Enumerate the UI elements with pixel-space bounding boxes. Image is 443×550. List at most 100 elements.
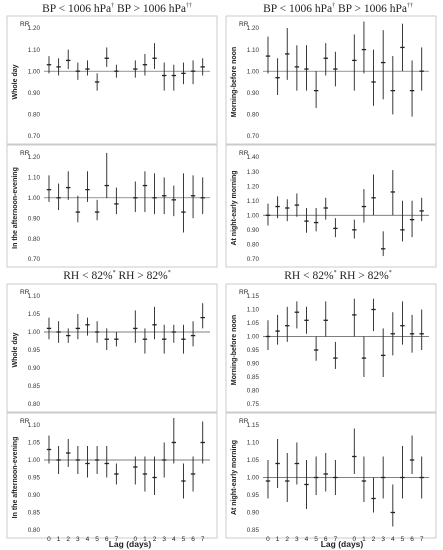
x-tick-label: 6 — [324, 536, 328, 543]
header-rh-right-high-sym: * — [388, 270, 392, 277]
y-tick-label: 0.85 — [28, 383, 41, 390]
y-tick-label: 0.95 — [28, 475, 41, 482]
y-tick-label: 1.05 — [247, 320, 260, 327]
x-tick-label: 3 — [295, 536, 299, 543]
rr-label: RR — [239, 21, 249, 28]
x-tick-label: 7 — [201, 536, 205, 543]
y-axis-label: In the afternoon-evening — [12, 167, 19, 249]
y-tick-label: 0.85 — [28, 510, 41, 517]
y-tick-label: 1.00 — [28, 457, 41, 464]
y-tick-label: 1.00 — [247, 212, 260, 219]
y-tick-label: 0.90 — [247, 227, 260, 234]
x-tick-label: 0 — [133, 536, 137, 543]
x-tick-label: 3 — [381, 536, 385, 543]
x-tick-label: 0 — [352, 536, 356, 543]
y-axis-label: Whole day — [12, 332, 19, 367]
header-bp-left-low: BP < 1006 hPa — [42, 3, 112, 15]
header-rh-left-low-sym: * — [112, 270, 116, 277]
y-tick-label: 1.15 — [247, 422, 260, 429]
y-tick-label: 1.20 — [28, 25, 41, 32]
y-tick-label: 1.10 — [28, 293, 41, 300]
header-rh-left-high-sym: * — [167, 270, 171, 277]
y-axis-label: At night-early morning — [231, 440, 238, 515]
header-rh-right: RH < 82%* RH > 82%* — [238, 270, 438, 282]
x-tick-label: 7 — [334, 536, 338, 543]
x-tick-label: 0 — [47, 536, 51, 543]
header-rh-left-low: RH < 82% — [63, 270, 113, 282]
y-tick-label: 0.75 — [247, 401, 260, 408]
y-tick-label: 1.10 — [247, 307, 260, 314]
x-tick-label: 5 — [401, 536, 405, 543]
panel-frame — [225, 283, 437, 413]
x-tick-label: 5 — [95, 536, 99, 543]
y-tick-label: 1.00 — [28, 195, 41, 202]
y-tick-label: 1.05 — [28, 440, 41, 447]
panel-frame — [6, 412, 218, 539]
header-rh-left: RH < 82%* RH > 82%* — [22, 270, 212, 282]
y-axis-label: Whole day — [12, 64, 19, 99]
x-tick-label: 7 — [115, 536, 119, 543]
y-tick-label: 0.90 — [28, 365, 41, 372]
y-tick-label: 1.10 — [28, 47, 41, 54]
y-tick-label: 1.20 — [28, 154, 41, 161]
y-axis-label: Morning-before noon — [231, 47, 238, 117]
x-tick-label: 5 — [182, 536, 186, 543]
x-axis-label-left: Lag (days) — [108, 539, 152, 549]
x-tick-label: 3 — [76, 536, 80, 543]
x-tick-label: 0 — [266, 536, 270, 543]
y-tick-label: 1.20 — [247, 25, 260, 32]
y-tick-label: 0.80 — [28, 401, 41, 408]
y-tick-label: 0.90 — [28, 215, 41, 222]
y-tick-label: 1.00 — [28, 329, 41, 336]
rr-label: RR — [239, 150, 249, 157]
y-tick-label: 1.20 — [247, 183, 260, 190]
rr-label: RR — [239, 289, 249, 296]
y-tick-label: 0.85 — [247, 527, 260, 534]
y-tick-label: 1.10 — [28, 175, 41, 182]
header-rh-right-low-sym: * — [333, 270, 337, 277]
header-bp-right: BP < 1006 hPa† BP > 1006 hPa†† — [238, 3, 438, 15]
y-tick-label: 1.00 — [247, 334, 260, 341]
x-tick-label: 4 — [86, 536, 90, 543]
header-bp-right-high-sym: †† — [406, 3, 413, 10]
rr-label: RR — [239, 418, 249, 425]
y-tick-label: 0.80 — [247, 112, 260, 119]
x-tick-label: 1 — [362, 536, 366, 543]
y-axis-label: At night-early morning — [231, 170, 238, 245]
y-tick-label: 0.70 — [28, 133, 41, 140]
y-tick-label: 0.80 — [247, 242, 260, 249]
y-tick-label: 0.95 — [247, 492, 260, 499]
y-tick-label: 0.80 — [28, 236, 41, 243]
y-tick-label: 0.95 — [247, 347, 260, 354]
y-tick-label: 0.90 — [28, 90, 41, 97]
y-tick-label: 0.70 — [28, 256, 41, 263]
header-bp-right-low: BP < 1006 hPa — [263, 3, 333, 15]
x-axis-label-right: Lag (days) — [320, 539, 364, 549]
x-tick-label: 2 — [372, 536, 376, 543]
y-tick-label: 0.90 — [247, 361, 260, 368]
header-bp-left-high-sym: †† — [185, 3, 192, 10]
panel-frame — [6, 144, 218, 268]
header-bp-right-high: BP > 1006 hPa — [337, 3, 407, 15]
y-tick-label: 1.10 — [247, 440, 260, 447]
x-tick-label: 4 — [172, 536, 176, 543]
rr-label: RR — [20, 289, 30, 296]
rr-label: RR — [20, 150, 30, 157]
y-tick-label: 1.10 — [28, 422, 41, 429]
rr-label: RR — [20, 418, 30, 425]
y-tick-label: 0.90 — [28, 492, 41, 499]
header-rh-right-high: RH > 82% — [339, 270, 389, 282]
y-tick-label: 1.30 — [247, 169, 260, 176]
x-tick-label: 6 — [191, 536, 195, 543]
panel-frame — [225, 15, 437, 145]
panel-frame — [225, 412, 437, 539]
y-tick-label: 0.90 — [247, 90, 260, 97]
x-tick-label: 5 — [314, 536, 318, 543]
x-tick-label: 4 — [305, 536, 309, 543]
header-bp-left-high: BP > 1006 hPa — [116, 3, 186, 15]
y-tick-label: 0.70 — [247, 133, 260, 140]
header-rh-right-low: RH < 82% — [284, 270, 334, 282]
x-tick-label: 3 — [162, 536, 166, 543]
x-tick-label: 7 — [420, 536, 424, 543]
x-tick-label: 1 — [57, 536, 61, 543]
